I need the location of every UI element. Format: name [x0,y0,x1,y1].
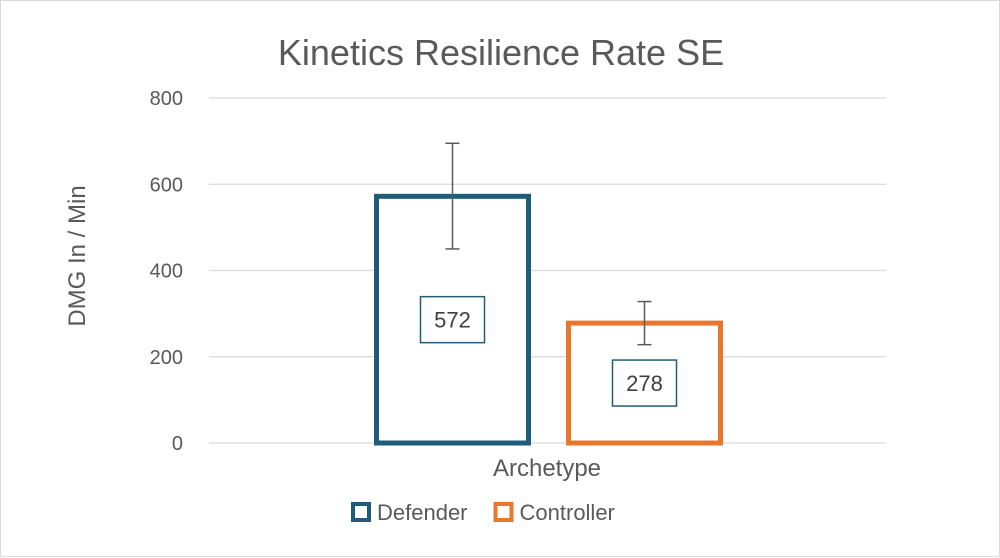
data-label-defender: 572 [419,295,486,344]
bar-controller [566,320,723,446]
y-axis-ticks: 0 200 400 600 800 [150,88,183,455]
y-tick-label: 800 [150,88,183,110]
data-label-value: 572 [434,308,471,333]
legend: Defender Controller [351,500,615,525]
data-label-controller: 278 [611,359,678,407]
legend-swatch [351,502,371,522]
legend-item-controller: Controller [493,500,615,525]
y-tick-label: 200 [150,347,183,369]
legend-label: Defender [377,500,468,525]
error-bar-defender [445,142,460,250]
legend-label: Controller [520,500,615,525]
y-tick-label: 400 [150,261,183,283]
data-labels: 572 278 [419,295,678,407]
error-bars [445,142,652,346]
data-label-value: 278 [626,371,663,396]
chart-title: Kinetics Resilience Rate SE [278,32,724,73]
y-tick-label: 600 [150,174,183,196]
legend-swatch [493,502,514,522]
x-axis-label: Archetype [493,455,601,482]
y-axis-label: DMG In / Min [64,185,91,326]
y-tick-label: 0 [172,433,183,455]
error-bar-controller [637,300,652,346]
legend-item-defender: Defender [351,500,468,525]
gridlines [209,97,886,444]
